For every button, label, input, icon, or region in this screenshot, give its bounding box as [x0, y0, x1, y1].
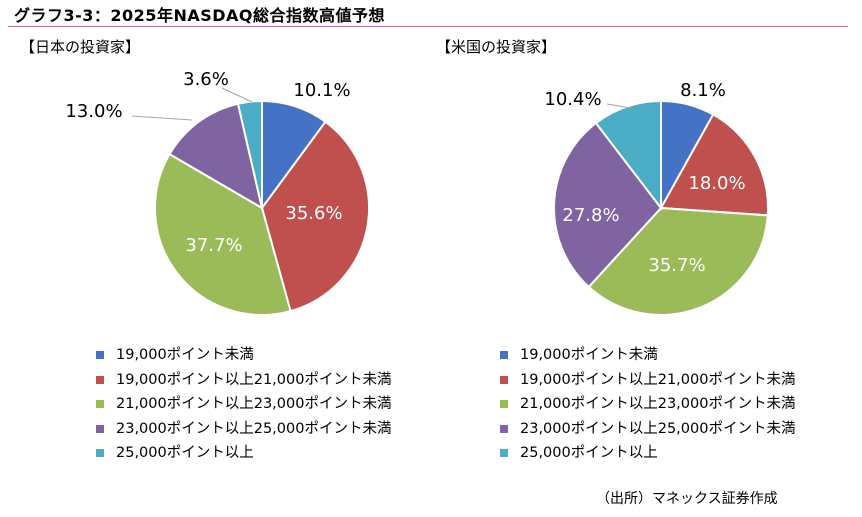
- data-label-3: 35.7%: [648, 255, 705, 276]
- data-label-4: 13.0%: [65, 101, 122, 122]
- legend-swatch: [96, 375, 104, 384]
- legend-swatch: [96, 449, 104, 457]
- legend-label: 21,000ポイント以上23,000ポイント未満: [116, 396, 392, 412]
- data-label-1: 10.1%: [293, 80, 350, 101]
- legend-label: 19,000ポイント以上21,000ポイント未満: [116, 371, 392, 388]
- pie-slice-3: [587, 206, 769, 316]
- leader-line-5: [606, 103, 632, 109]
- japan-legend: 19,000ポイント未満 19,000ポイント以上21,000ポイント未満 21,0…: [90, 343, 391, 466]
- legend-swatch: [96, 424, 104, 433]
- us-legend: 19,000ポイント未満 19,000ポイント以上21,000ポイント未満 21,0…: [494, 343, 795, 466]
- legend-item: 19,000ポイント未満: [494, 343, 795, 368]
- leader-line-5: [221, 87, 253, 103]
- legend-swatch: [500, 375, 508, 384]
- legend-item: 23,000ポイント以上25,000ポイント未満: [494, 417, 795, 442]
- pie-slice-5: [236, 99, 263, 209]
- legend-item: 25,000ポイント以上: [90, 441, 391, 466]
- legend-swatch: [96, 351, 104, 359]
- legend-swatch: [500, 424, 508, 433]
- legend-label: 19,000ポイント以上21,000ポイント未満: [520, 371, 796, 388]
- legend-label: 21,000ポイント以上23,000ポイント未満: [520, 396, 796, 412]
- us-panel-title: 【米国の投資家】: [436, 38, 557, 56]
- japan-panel-title: 【日本の投資家】: [20, 38, 141, 56]
- legend-label: 23,000ポイント以上25,000ポイント未満: [520, 420, 796, 437]
- pie-slice-2: [659, 113, 769, 217]
- legend-label: 25,000ポイント以上: [116, 445, 254, 461]
- legend-item: 19,000ポイント未満: [90, 343, 391, 368]
- data-label-3: 37.7%: [185, 235, 242, 256]
- data-label-4: 27.8%: [562, 205, 619, 226]
- legend-label: 19,000ポイント未満: [520, 347, 658, 363]
- legend-swatch: [500, 449, 508, 457]
- legend-item: 21,000ポイント以上23,000ポイント未満: [90, 392, 391, 417]
- legend-item: 19,000ポイント以上21,000ポイント未満: [494, 368, 795, 393]
- data-label-2: 35.6%: [285, 203, 342, 224]
- legend-item: 21,000ポイント以上23,000ポイント未満: [494, 392, 795, 417]
- legend-swatch: [500, 351, 508, 359]
- legend-label: 23,000ポイント以上25,000ポイント未満: [116, 420, 392, 437]
- data-label-2: 18.0%: [688, 173, 745, 194]
- legend-swatch: [96, 400, 104, 408]
- leader-line-4: [131, 115, 193, 121]
- legend-item: 25,000ポイント以上: [494, 441, 795, 466]
- title-underline: [8, 26, 848, 27]
- pie-slice-4: [168, 102, 264, 211]
- legend-item: 19,000ポイント以上21,000ポイント未満: [90, 368, 391, 393]
- pie-slice-5: [594, 99, 662, 211]
- data-label-1: 8.1%: [680, 80, 726, 101]
- legend-label: 25,000ポイント以上: [520, 445, 658, 461]
- legend-swatch: [500, 400, 508, 408]
- pie-slice-3: [154, 152, 292, 316]
- pie-slice-4: [553, 121, 663, 289]
- source-note: （出所）マネックス証券作成: [596, 491, 778, 507]
- legend-label: 19,000ポイント未満: [116, 347, 254, 363]
- data-label-5: 3.6%: [183, 69, 229, 90]
- chart-title: グラフ3-3：2025年NASDAQ総合指数高値予想: [14, 6, 386, 25]
- pie-slice-2: [260, 120, 370, 313]
- legend-item: 23,000ポイント以上25,000ポイント未満: [90, 417, 391, 442]
- data-label-5: 10.4%: [544, 89, 601, 110]
